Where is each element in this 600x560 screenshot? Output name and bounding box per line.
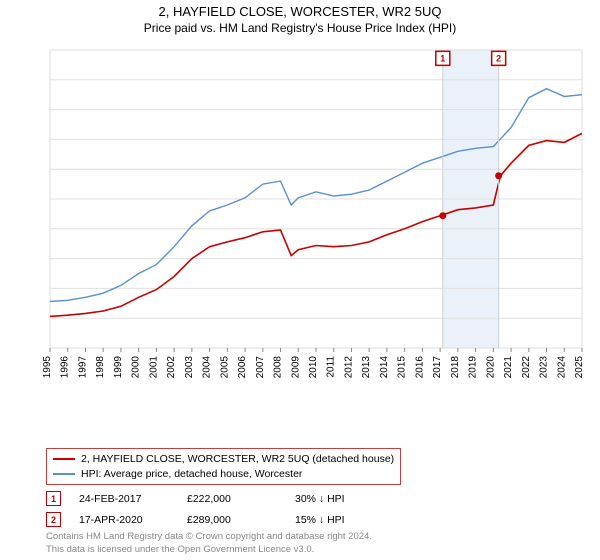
svg-text:1998: 1998 [95, 356, 106, 379]
svg-text:2014: 2014 [379, 356, 390, 379]
svg-text:2025: 2025 [574, 356, 585, 379]
sale-event-1: 1 24-FEB-2017 £222,000 30% ↓ HPI [46, 491, 385, 506]
svg-text:2016: 2016 [414, 356, 425, 379]
event-price-1: £222,000 [187, 493, 277, 505]
svg-text:2008: 2008 [273, 356, 284, 379]
svg-text:2003: 2003 [184, 356, 195, 379]
event-delta-2: 15% ↓ HPI [295, 514, 385, 526]
svg-text:2002: 2002 [166, 356, 177, 379]
price-chart: 1995199619971998199920002001200220032004… [46, 44, 586, 394]
svg-text:1: 1 [440, 53, 445, 63]
svg-text:2009: 2009 [290, 356, 301, 379]
event-date-2: 17-APR-2020 [79, 514, 169, 526]
svg-text:2005: 2005 [219, 356, 230, 379]
svg-text:2011: 2011 [326, 356, 337, 378]
address-title: 2, HAYFIELD CLOSE, WORCESTER, WR2 5UQ [0, 4, 600, 19]
legend-label-price: 2, HAYFIELD CLOSE, WORCESTER, WR2 5UQ (d… [81, 452, 394, 467]
svg-text:2021: 2021 [503, 356, 514, 379]
svg-text:1997: 1997 [77, 356, 88, 379]
event-marker-2: 2 [46, 512, 61, 527]
svg-text:2015: 2015 [397, 356, 408, 379]
svg-text:2018: 2018 [450, 356, 461, 379]
svg-text:2007: 2007 [255, 356, 266, 379]
attribution-footer: Contains HM Land Registry data © Crown c… [46, 531, 372, 556]
svg-text:1996: 1996 [60, 356, 71, 379]
svg-text:2013: 2013 [361, 356, 372, 379]
legend-label-hpi: HPI: Average price, detached house, Worc… [81, 467, 302, 482]
event-price-2: £289,000 [187, 514, 277, 526]
svg-text:2001: 2001 [148, 356, 159, 379]
event-date-1: 24-FEB-2017 [79, 493, 169, 505]
svg-text:2004: 2004 [202, 356, 213, 379]
svg-text:1995: 1995 [42, 356, 53, 379]
svg-text:2000: 2000 [131, 356, 142, 379]
subtitle: Price paid vs. HM Land Registry's House … [0, 21, 600, 35]
svg-text:2022: 2022 [521, 356, 532, 379]
sale-event-2: 2 17-APR-2020 £289,000 15% ↓ HPI [46, 512, 385, 527]
legend-swatch-hpi [53, 473, 75, 475]
svg-text:2020: 2020 [485, 356, 496, 379]
footer-line-1: Contains HM Land Registry data © Crown c… [46, 531, 372, 543]
svg-text:2017: 2017 [432, 356, 443, 379]
legend-item-hpi: HPI: Average price, detached house, Worc… [53, 467, 394, 482]
svg-text:2012: 2012 [343, 356, 354, 379]
svg-text:2010: 2010 [308, 356, 319, 379]
footer-line-2: This data is licensed under the Open Gov… [46, 544, 372, 556]
legend: 2, HAYFIELD CLOSE, WORCESTER, WR2 5UQ (d… [46, 448, 401, 485]
legend-swatch-price [53, 458, 75, 460]
chart-container: 2, HAYFIELD CLOSE, WORCESTER, WR2 5UQ Pr… [0, 0, 600, 560]
event-delta-1: 30% ↓ HPI [295, 493, 385, 505]
event-marker-1: 1 [46, 491, 61, 506]
svg-text:2006: 2006 [237, 356, 248, 379]
title-block: 2, HAYFIELD CLOSE, WORCESTER, WR2 5UQ Pr… [0, 0, 600, 35]
svg-text:1999: 1999 [113, 356, 124, 379]
svg-text:2023: 2023 [539, 356, 550, 379]
svg-text:2: 2 [496, 53, 501, 63]
svg-text:2024: 2024 [556, 356, 567, 379]
svg-text:2019: 2019 [468, 356, 479, 379]
legend-item-price: 2, HAYFIELD CLOSE, WORCESTER, WR2 5UQ (d… [53, 452, 394, 467]
